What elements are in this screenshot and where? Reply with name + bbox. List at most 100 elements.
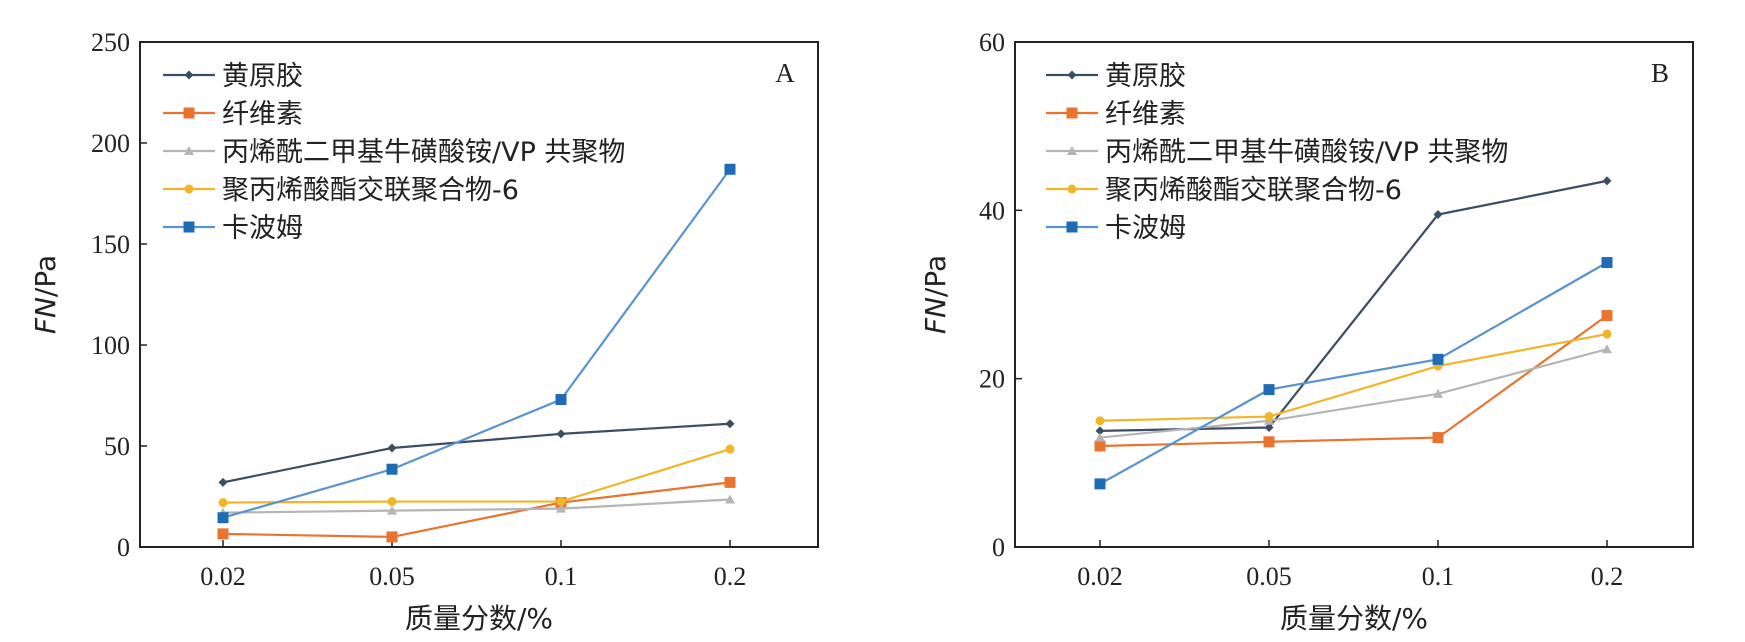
legend-marker [183,221,195,233]
y-tick-label: 250 [91,28,130,57]
y-tick-label: 0 [992,533,1005,562]
series-line [222,447,731,504]
legend-label: 聚丙烯酸酯交联聚合物-6 [222,175,519,206]
legend-item-2: 纤维素 [163,99,303,130]
panel-label: B [1651,58,1669,88]
legend-item-4: 聚丙烯酸酯交联聚合物-6 [1046,175,1402,206]
x-tick-label: 0.1 [545,562,578,591]
data-point [725,444,735,454]
y-tick-label: 150 [91,230,130,259]
data-point [387,443,397,453]
data-point [1602,344,1612,354]
data-point [555,394,567,406]
legend-item-1: 黄原胶 [1046,61,1186,92]
series-line [222,422,731,484]
series-line [1099,261,1608,485]
data-point [724,476,736,488]
data-point [556,429,566,439]
series-line [222,481,731,539]
legend-marker [1067,70,1077,80]
data-point [724,163,736,175]
data-point [725,494,735,504]
data-point [217,512,229,524]
series-1 [218,419,735,487]
series-3 [1095,344,1612,442]
legend-item-3: 丙烯酰二甲基牛磺酸铵/VP 共聚物 [163,137,625,168]
legend-label: 黄原胶 [1105,61,1186,92]
data-point [1602,176,1612,186]
series-4 [218,444,735,508]
x-tick-label: 0.2 [1591,562,1624,591]
data-point [1602,329,1612,339]
legend-label: 黄原胶 [222,61,303,92]
legend-label: 纤维素 [1105,99,1186,130]
data-point [1601,310,1613,322]
legend-marker [1066,107,1078,119]
y-axis-label: FN/Pa [919,255,952,334]
panel-label: A [775,58,795,88]
series-5 [1094,257,1613,490]
x-tick-label: 0.2 [714,562,747,591]
legend-label: 卡波姆 [222,213,303,244]
y-axis-label-unit: /Pa [919,255,952,297]
x-tick-label: 0.02 [200,562,246,591]
y-tick-label: 60 [979,28,1005,57]
x-tick-label: 0.05 [369,562,415,591]
y-axis-label-variable: FN [29,297,62,334]
data-point [218,477,228,487]
legend-item-2: 纤维素 [1046,99,1186,130]
data-point [1433,388,1443,398]
series-line [1099,314,1608,448]
data-point [1432,353,1444,365]
legend-marker [183,107,195,119]
chart-panel-A: 0 50 100 150 200 250 0.02 0.05 0.1 0.2 质量分数/% FN/Pa… [29,28,819,635]
data-point [1095,426,1105,436]
x-tick-label: 0.05 [1246,562,1292,591]
y-tick-label: 200 [91,129,130,158]
legend-marker [184,184,194,194]
legend-marker [1066,221,1078,233]
series-line [222,168,731,519]
legend-label: 丙烯酰二甲基牛磺酸铵/VP 共聚物 [1105,137,1508,168]
x-axis-label: 质量分数/% [1280,602,1428,635]
series-line [1099,348,1608,439]
series-line [222,498,731,514]
legend-marker [1067,184,1077,194]
data-point [217,528,229,540]
plot-frame [1014,41,1694,548]
y-axis-label-variable: FN [919,297,952,334]
x-tick-label: 0.1 [1422,562,1455,591]
data-point [387,497,397,507]
y-tick-label: 50 [104,432,130,461]
data-point [1432,432,1444,444]
data-point [556,497,566,507]
chart-panel-B: 0 20 40 60 0.02 0.05 0.1 0.2 质量分数/% FN/Pa B 黄原胶纤维素丙… [919,28,1694,635]
data-point [1264,422,1274,432]
y-tick-label: 0 [117,533,130,562]
legend-label: 纤维素 [222,99,303,130]
data-point [1095,432,1105,442]
data-point [387,505,397,515]
data-point [1433,210,1443,220]
legend-marker [1067,146,1077,155]
data-point [1263,436,1275,448]
data-point [1263,384,1275,396]
data-point [725,419,735,429]
series-2 [1094,310,1613,452]
legend-label: 卡波姆 [1105,213,1186,244]
y-axis-label-unit: /Pa [29,255,62,297]
x-tick-label: 0.02 [1077,562,1123,591]
series-4 [1095,329,1612,426]
legend-item-4: 聚丙烯酸酯交联聚合物-6 [163,175,519,206]
y-tick-label: 100 [91,331,130,360]
legend-item-1: 黄原胶 [163,61,303,92]
legend-item-3: 丙烯酰二甲基牛磺酸铵/VP 共聚物 [1046,137,1508,168]
legend-item-5: 卡波姆 [1046,213,1186,244]
legend-label: 丙烯酰二甲基牛磺酸铵/VP 共聚物 [222,137,625,168]
data-point [1264,412,1274,422]
y-tick-label: 20 [979,365,1005,394]
series-line [1099,332,1608,422]
y-axis-label: FN/Pa [29,255,62,334]
plot-frame [139,41,819,548]
data-point [386,463,398,475]
